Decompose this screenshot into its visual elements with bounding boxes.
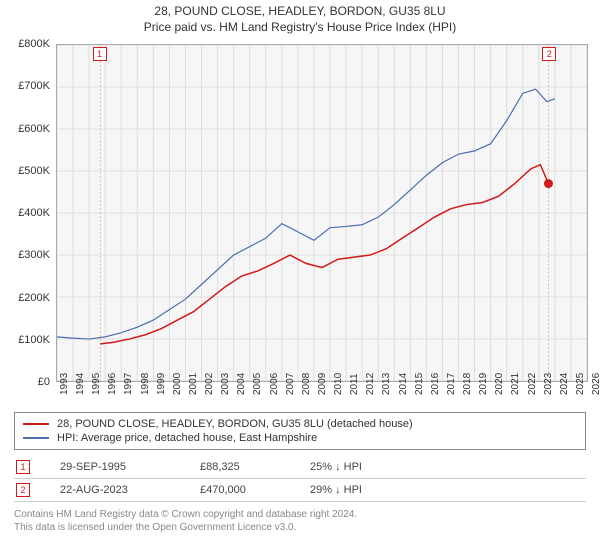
y-axis-label: £800K (6, 38, 50, 50)
legend-row: HPI: Average price, detached house, East… (23, 431, 577, 445)
x-axis-label: 2003 (220, 373, 231, 395)
x-axis-label: 2002 (204, 373, 215, 395)
legend-swatch-subject (23, 423, 49, 425)
y-axis-label: £700K (6, 80, 50, 92)
event-badge: 1 (16, 460, 30, 474)
x-axis-label: 2026 (591, 373, 600, 395)
x-axis-label: 2021 (510, 373, 521, 395)
plot-svg (57, 45, 587, 381)
license-text: Contains HM Land Registry data © Crown c… (14, 502, 586, 534)
event-price: £470,000 (200, 484, 280, 496)
y-axis-label: £0 (6, 376, 50, 388)
plot-area (56, 44, 588, 382)
event-pct: 25% ↓ HPI (310, 461, 430, 473)
x-axis-label: 2023 (543, 373, 554, 395)
y-axis-label: £400K (6, 207, 50, 219)
x-axis-label: 2025 (575, 373, 586, 395)
x-axis-label: 2000 (172, 373, 183, 395)
x-axis-label: 2007 (285, 373, 296, 395)
y-axis-label: £500K (6, 165, 50, 177)
x-axis-label: 2014 (398, 373, 409, 395)
event-date: 29-SEP-1995 (60, 461, 170, 473)
x-axis-label: 1998 (140, 373, 151, 395)
legend-label-hpi: HPI: Average price, detached house, East… (57, 432, 317, 444)
x-axis-label: 1994 (75, 373, 86, 395)
x-axis-label: 2018 (462, 373, 473, 395)
x-axis-label: 2012 (365, 373, 376, 395)
x-axis-label: 2001 (188, 373, 199, 395)
x-axis-label: 2024 (559, 373, 570, 395)
y-axis-label: £100K (6, 334, 50, 346)
x-axis-label: 2008 (301, 373, 312, 395)
x-axis-label: 2010 (333, 373, 344, 395)
y-axis-label: £300K (6, 249, 50, 261)
legend-label-subject: 28, POUND CLOSE, HEADLEY, BORDON, GU35 8… (57, 418, 413, 430)
x-axis-label: 2009 (317, 373, 328, 395)
footer: 28, POUND CLOSE, HEADLEY, BORDON, GU35 8… (14, 412, 586, 534)
x-axis-label: 2004 (236, 373, 247, 395)
x-axis-label: 1993 (59, 373, 70, 395)
x-axis-label: 2011 (349, 373, 360, 395)
x-axis-label: 2006 (269, 373, 280, 395)
x-axis-label: 2020 (494, 373, 505, 395)
event-date: 22-AUG-2023 (60, 484, 170, 496)
chart-area: £0 £100K £200K £300K £400K £500K £600K £700K £80… (6, 38, 594, 406)
y-axis-label: £600K (6, 123, 50, 135)
event-marker-box: 1 (93, 47, 107, 61)
event-badge: 2 (16, 483, 30, 497)
x-axis-label: 2019 (478, 373, 489, 395)
x-axis-label: 2013 (381, 373, 392, 395)
title-subtitle: Price paid vs. HM Land Registry's House … (0, 20, 600, 34)
event-pct: 29% ↓ HPI (310, 484, 430, 496)
chart-title-block: 28, POUND CLOSE, HEADLEY, BORDON, GU35 8… (0, 0, 600, 34)
title-address: 28, POUND CLOSE, HEADLEY, BORDON, GU35 8… (0, 4, 600, 18)
series-line-subject (100, 165, 548, 344)
series-line-hpi (57, 89, 555, 339)
license-line1: Contains HM Land Registry data © Crown c… (14, 508, 586, 521)
x-axis-label: 1996 (107, 373, 118, 395)
x-axis-label: 2017 (446, 373, 457, 395)
x-axis-label: 2015 (414, 373, 425, 395)
events-table: 1 29-SEP-1995 £88,325 25% ↓ HPI 2 22-AUG-2023… (14, 456, 586, 502)
x-axis-label: 2005 (252, 373, 263, 395)
x-axis-label: 1999 (156, 373, 167, 395)
event-price: £88,325 (200, 461, 280, 473)
event-marker-box: 2 (542, 47, 556, 61)
legend-box: 28, POUND CLOSE, HEADLEY, BORDON, GU35 8… (14, 412, 586, 450)
legend-row: 28, POUND CLOSE, HEADLEY, BORDON, GU35 8… (23, 417, 577, 431)
event-row: 1 29-SEP-1995 £88,325 25% ↓ HPI (14, 456, 586, 479)
license-line2: This data is licensed under the Open Gov… (14, 521, 586, 534)
legend-swatch-hpi (23, 437, 49, 439)
x-axis-label: 2016 (430, 373, 441, 395)
event-row: 2 22-AUG-2023 £470,000 29% ↓ HPI (14, 479, 586, 502)
x-axis-label: 2022 (527, 373, 538, 395)
x-axis-label: 1995 (91, 373, 102, 395)
series-end-dot (544, 179, 553, 188)
y-axis-label: £200K (6, 292, 50, 304)
x-axis-label: 1997 (123, 373, 134, 395)
